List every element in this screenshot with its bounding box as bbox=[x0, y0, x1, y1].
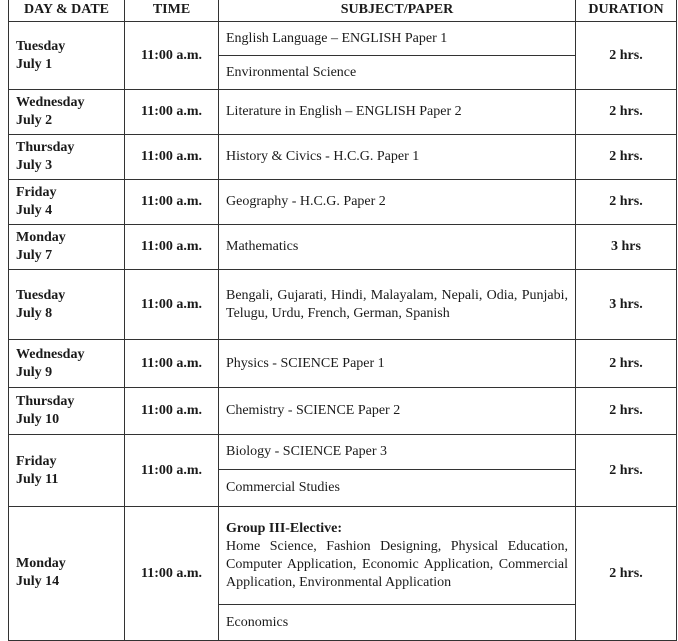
header-subject: SUBJECT/PAPER bbox=[218, 0, 576, 22]
subject-cell: Mathematics bbox=[218, 224, 576, 270]
header-time: TIME bbox=[124, 0, 219, 22]
time-cell: 11:00 a.m. bbox=[124, 224, 219, 270]
day: Wednesday bbox=[16, 95, 85, 110]
subject-cell: Environmental Science bbox=[218, 55, 576, 90]
duration-cell: 2 hrs. bbox=[575, 434, 677, 507]
day: Monday bbox=[16, 230, 66, 245]
subject-cell: Biology - SCIENCE Paper 3 bbox=[218, 434, 576, 470]
header-duration: DURATION bbox=[575, 0, 677, 22]
exam-timetable: DAY & DATE TIME SUBJECT/PAPER DURATION T… bbox=[8, 0, 677, 641]
day-date-cell: Wednesday July 2 bbox=[8, 89, 125, 135]
subject-cell: Group III-Elective: Home Science, Fashion… bbox=[218, 506, 576, 605]
header-day-date: DAY & DATE bbox=[8, 0, 125, 22]
day: Tuesday bbox=[16, 38, 66, 54]
date: July 3 bbox=[16, 158, 53, 173]
day: Friday bbox=[16, 453, 57, 469]
day: Thursday bbox=[16, 394, 75, 409]
day-date-cell: Tuesday July 8 bbox=[8, 269, 125, 340]
date: July 7 bbox=[16, 248, 53, 263]
subject-cell: History & Civics - H.C.G. Paper 1 bbox=[218, 134, 576, 180]
date: July 1 bbox=[16, 56, 53, 72]
time-cell: 11:00 a.m. bbox=[124, 339, 219, 388]
day-date-cell: Tuesday July 1 bbox=[8, 21, 125, 90]
subject-cell: Physics - SCIENCE Paper 1 bbox=[218, 339, 576, 388]
duration-cell: 2 hrs. bbox=[575, 179, 677, 225]
day: Thursday bbox=[16, 140, 75, 155]
time-cell: 11:00 a.m. bbox=[124, 134, 219, 180]
subject-cell: Chemistry - SCIENCE Paper 2 bbox=[218, 387, 576, 435]
duration-cell: 2 hrs. bbox=[575, 89, 677, 135]
time-cell: 11:00 a.m. bbox=[124, 21, 219, 90]
day: Monday bbox=[16, 556, 66, 571]
subject-cell: English Language – ENGLISH Paper 1 bbox=[218, 21, 576, 56]
day-date-cell: Monday July 7 bbox=[8, 224, 125, 270]
table-row: Wednesday July 9 11:00 a.m. Physics - SCI… bbox=[8, 339, 677, 388]
time-cell: 11:00 a.m. bbox=[124, 269, 219, 340]
date: July 9 bbox=[16, 364, 53, 380]
subject-cell: Literature in English – ENGLISH Paper 2 bbox=[218, 89, 576, 135]
day-date-cell: Friday July 4 bbox=[8, 179, 125, 225]
date: July 14 bbox=[16, 574, 60, 589]
time-cell: 11:00 a.m. bbox=[124, 387, 219, 435]
time-cell: 11:00 a.m. bbox=[124, 434, 219, 507]
day-date-cell: Friday July 11 bbox=[8, 434, 125, 507]
duration-cell: 2 hrs. bbox=[575, 134, 677, 180]
subject-cell: Commercial Studies bbox=[218, 469, 576, 507]
time-cell: 11:00 a.m. bbox=[124, 179, 219, 225]
table-row: Tuesday July 1 11:00 a.m. English Languag… bbox=[8, 21, 677, 90]
time-cell: 11:00 a.m. bbox=[124, 506, 219, 641]
day-date-cell: Thursday July 10 bbox=[8, 387, 125, 435]
table-row: Monday July 14 11:00 a.m. Group III-Elect… bbox=[8, 506, 677, 641]
table-row: Wednesday July 2 11:00 a.m. Literature in… bbox=[8, 89, 677, 135]
duration-cell: 2 hrs. bbox=[575, 21, 677, 90]
date: July 8 bbox=[16, 305, 53, 321]
duration-cell: 3 hrs bbox=[575, 224, 677, 270]
day: Tuesday bbox=[16, 287, 66, 303]
duration-cell: 2 hrs. bbox=[575, 506, 677, 641]
day: Friday bbox=[16, 185, 57, 200]
day: Wednesday bbox=[16, 346, 85, 362]
duration-cell: 2 hrs. bbox=[575, 387, 677, 435]
day-date-cell: Monday July 14 bbox=[8, 506, 125, 641]
duration-cell: 3 hrs. bbox=[575, 269, 677, 340]
table-row: Friday July 4 11:00 a.m. Geography - H.C.… bbox=[8, 179, 677, 225]
subject-cell: Economics bbox=[218, 604, 576, 641]
table-row: Tuesday July 8 11:00 a.m. Bengali, Gujara… bbox=[8, 269, 677, 340]
date: July 11 bbox=[16, 471, 59, 487]
table-row: Monday July 7 11:00 a.m. Mathematics 3 hr… bbox=[8, 224, 677, 270]
table-row: Friday July 11 11:00 a.m. Biology - SCIEN… bbox=[8, 434, 677, 507]
subject-list: Home Science, Fashion Designing, Physica… bbox=[226, 538, 568, 590]
header-row: DAY & DATE TIME SUBJECT/PAPER DURATION bbox=[8, 0, 677, 22]
table-row: Thursday July 10 11:00 a.m. Chemistry - S… bbox=[8, 387, 677, 435]
date: July 4 bbox=[16, 203, 53, 218]
table-row: Thursday July 3 11:00 a.m. History & Civi… bbox=[8, 134, 677, 180]
duration-cell: 2 hrs. bbox=[575, 339, 677, 388]
date: July 2 bbox=[16, 113, 53, 128]
day-date-cell: Wednesday July 9 bbox=[8, 339, 125, 388]
group-heading: Group III-Elective: bbox=[226, 520, 343, 536]
time-cell: 11:00 a.m. bbox=[124, 89, 219, 135]
subject-cell: Geography - H.C.G. Paper 2 bbox=[218, 179, 576, 225]
day-date-cell: Thursday July 3 bbox=[8, 134, 125, 180]
subject-cell: Bengali, Gujarati, Hindi, Malayalam, Nep… bbox=[218, 269, 576, 340]
date: July 10 bbox=[16, 412, 60, 427]
